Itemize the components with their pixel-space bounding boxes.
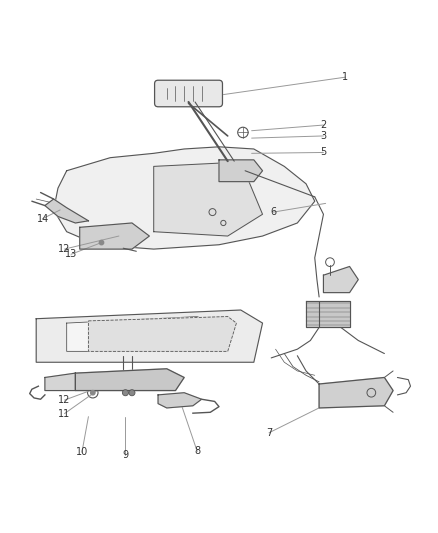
Text: 3: 3	[320, 131, 326, 141]
Polygon shape	[219, 160, 262, 182]
Polygon shape	[80, 223, 149, 249]
Circle shape	[91, 391, 95, 395]
Circle shape	[129, 390, 135, 396]
Polygon shape	[45, 373, 75, 391]
Polygon shape	[36, 310, 262, 362]
Text: 13: 13	[65, 249, 77, 260]
Polygon shape	[158, 393, 201, 408]
Text: 12: 12	[58, 395, 71, 405]
Text: 11: 11	[58, 409, 71, 418]
Polygon shape	[67, 317, 219, 351]
Polygon shape	[154, 162, 262, 236]
Polygon shape	[323, 266, 358, 293]
FancyBboxPatch shape	[155, 80, 223, 107]
Text: 5: 5	[320, 148, 327, 157]
Text: 12: 12	[58, 244, 71, 254]
Text: 9: 9	[122, 449, 128, 459]
Text: 6: 6	[270, 207, 276, 217]
Text: 8: 8	[194, 447, 200, 456]
Text: 1: 1	[342, 72, 348, 82]
Polygon shape	[45, 199, 88, 223]
Polygon shape	[88, 317, 237, 351]
Circle shape	[99, 240, 104, 245]
Text: 14: 14	[37, 214, 49, 224]
Text: 7: 7	[266, 428, 272, 438]
Circle shape	[122, 390, 128, 396]
Text: 10: 10	[76, 447, 88, 457]
Polygon shape	[53, 147, 315, 249]
Polygon shape	[306, 301, 350, 327]
Polygon shape	[75, 369, 184, 391]
Text: 2: 2	[320, 120, 327, 130]
Polygon shape	[319, 377, 393, 408]
